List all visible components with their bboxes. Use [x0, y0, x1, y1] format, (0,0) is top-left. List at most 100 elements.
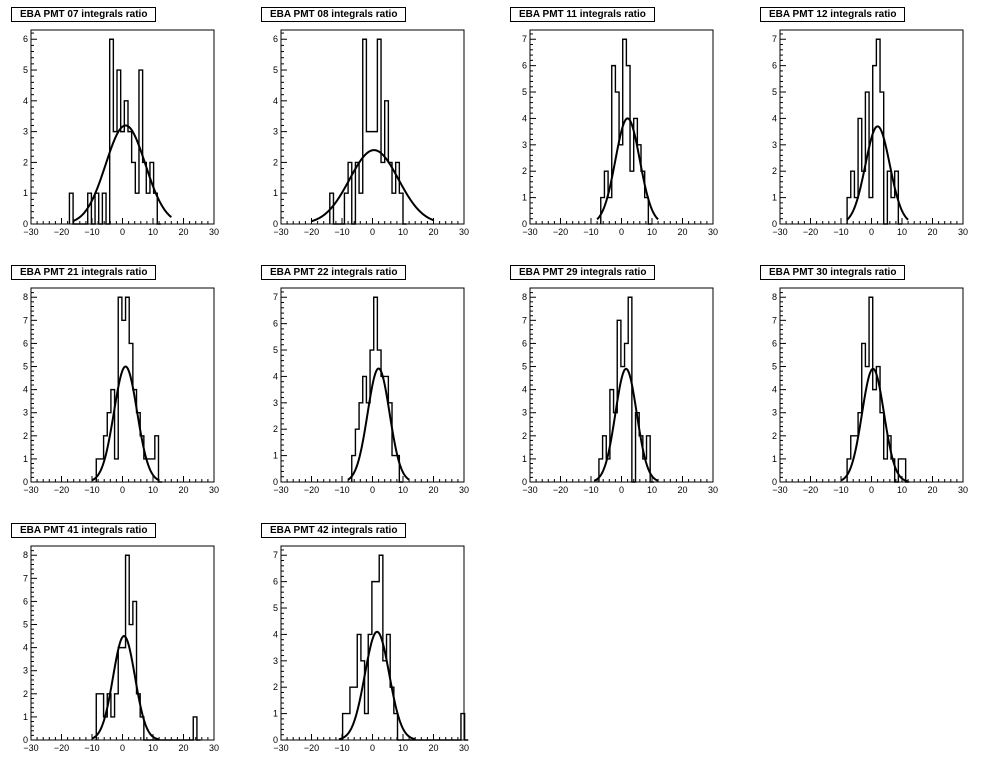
y-tick-label: 4: [522, 385, 527, 395]
x-tick-label: 30: [209, 227, 219, 237]
x-tick-label: −20: [553, 485, 568, 495]
y-tick-label: 5: [772, 87, 777, 97]
y-tick-label: 1: [273, 188, 278, 198]
plot-frame: [30, 545, 215, 741]
x-tick-label: 30: [958, 227, 968, 237]
x-tick-label: 20: [428, 227, 438, 237]
y-tick-label: 7: [522, 34, 527, 44]
gaussian-fit-curve: [840, 367, 909, 483]
histogram-bars: [846, 38, 902, 225]
y-tick-label: 4: [273, 96, 278, 106]
y-tick-label: 4: [772, 113, 777, 123]
x-tick-label: 20: [428, 743, 438, 753]
y-tick-label: 1: [23, 454, 28, 464]
x-tick-label: −30: [772, 227, 787, 237]
x-tick-label: −10: [833, 485, 848, 495]
y-tick-label: 2: [772, 166, 777, 176]
histogram-title: EBA PMT 41 integrals ratio: [11, 523, 157, 538]
histogram-bars: [68, 38, 161, 225]
x-tick-label: −10: [583, 227, 598, 237]
x-tick-label: −20: [304, 743, 319, 753]
x-tick-label: −20: [54, 485, 69, 495]
x-tick-label: −20: [803, 485, 818, 495]
x-tick-label: 10: [398, 485, 408, 495]
y-tick-label: 2: [23, 431, 28, 441]
y-tick-label: 7: [772, 34, 777, 44]
x-tick-label: 30: [209, 485, 219, 495]
x-tick-label: 0: [619, 227, 624, 237]
y-tick-label: 0: [273, 735, 278, 745]
y-tick-label: 6: [273, 577, 278, 587]
y-tick-label: 0: [273, 477, 278, 487]
y-tick-label: 7: [522, 315, 527, 325]
histogram-plot: −30 −20 −10 0 10 20 30 0 1 2 3 4 5 6 7 8: [23, 287, 219, 495]
x-tick-label: −10: [334, 485, 349, 495]
x-tick-label: 20: [677, 485, 687, 495]
y-tick-label: 8: [522, 292, 527, 302]
y-tick-label: 5: [23, 620, 28, 630]
x-tick-label: −20: [553, 227, 568, 237]
y-tick-label: 6: [522, 338, 527, 348]
x-tick-label: 0: [869, 485, 874, 495]
y-tick-label: 0: [23, 477, 28, 487]
x-tick-label: −30: [522, 227, 537, 237]
gaussian-fit-curve: [91, 635, 160, 741]
histogram-plot: −30 −20 −10 0 10 20 30 0 1 2 3 4 5 6 7: [522, 29, 718, 237]
histogram-title: EBA PMT 29 integrals ratio: [510, 265, 656, 280]
y-tick-label: 4: [273, 629, 278, 639]
y-tick-label: 3: [273, 398, 278, 408]
histogram-bars: [329, 38, 407, 225]
y-tick-label: 4: [522, 113, 527, 123]
y-tick-label: 5: [772, 362, 777, 372]
plot-frame: [779, 29, 964, 225]
y-tick-label: 3: [23, 127, 28, 137]
x-tick-label: 20: [677, 227, 687, 237]
x-tick-label: 20: [178, 485, 188, 495]
histogram-title: EBA PMT 07 integrals ratio: [11, 7, 157, 22]
x-tick-label: −30: [23, 743, 38, 753]
histogram-title: EBA PMT 21 integrals ratio: [11, 265, 157, 280]
histogram-title: EBA PMT 22 integrals ratio: [261, 265, 407, 280]
y-tick-label: 5: [273, 65, 278, 75]
x-tick-label: 10: [148, 227, 158, 237]
histogram-bars: [95, 554, 201, 741]
x-tick-label: 20: [428, 485, 438, 495]
x-tick-label: 30: [459, 743, 469, 753]
x-tick-label: −30: [522, 485, 537, 495]
y-tick-label: 1: [772, 193, 777, 203]
x-tick-label: −20: [304, 485, 319, 495]
x-tick-label: 30: [708, 485, 718, 495]
y-tick-label: 4: [273, 371, 278, 381]
y-tick-label: 2: [273, 424, 278, 434]
gaussian-fit-curve: [596, 117, 659, 221]
x-tick-label: 20: [927, 227, 937, 237]
x-tick-label: 10: [148, 485, 158, 495]
y-tick-label: 2: [522, 431, 527, 441]
y-tick-label: 8: [772, 292, 777, 302]
plot-frame: [529, 29, 714, 225]
x-tick-label: 10: [897, 227, 907, 237]
x-tick-label: 0: [370, 485, 375, 495]
histogram-plot: −30 −20 −10 0 10 20 30 0 1 2 3 4 5 6 7: [273, 545, 469, 753]
y-tick-label: 1: [522, 193, 527, 203]
y-tick-label: 2: [522, 166, 527, 176]
y-tick-label: 3: [23, 408, 28, 418]
x-tick-label: 10: [647, 227, 657, 237]
x-tick-label: 20: [178, 227, 188, 237]
x-tick-label: 0: [120, 227, 125, 237]
y-tick-label: 7: [273, 550, 278, 560]
y-tick-label: 5: [23, 65, 28, 75]
histogram-bars: [846, 296, 910, 483]
x-tick-label: 20: [178, 743, 188, 753]
y-tick-label: 6: [23, 338, 28, 348]
histogram-title: EBA PMT 08 integrals ratio: [261, 7, 407, 22]
y-tick-label: 0: [273, 219, 278, 229]
x-tick-label: −10: [84, 227, 99, 237]
y-tick-label: 1: [273, 451, 278, 461]
y-tick-label: 3: [522, 140, 527, 150]
y-tick-label: 0: [522, 477, 527, 487]
x-tick-label: −20: [304, 227, 319, 237]
histogram-plot: −30 −20 −10 0 10 20 30 0 1 2 3 4 5 6: [23, 29, 219, 237]
x-tick-label: 0: [120, 485, 125, 495]
x-tick-label: −10: [84, 485, 99, 495]
